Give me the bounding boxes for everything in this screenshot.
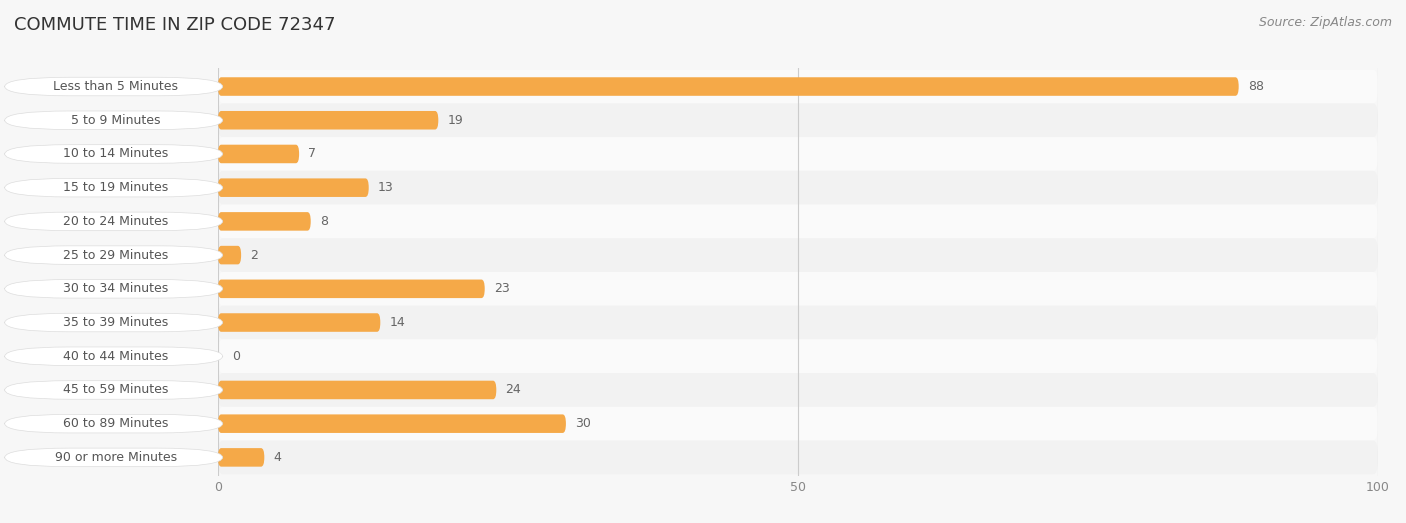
Text: 0: 0	[232, 350, 240, 363]
FancyBboxPatch shape	[218, 238, 1378, 272]
FancyBboxPatch shape	[218, 137, 1378, 171]
FancyBboxPatch shape	[4, 77, 222, 96]
FancyBboxPatch shape	[218, 305, 1378, 339]
Text: Source: ZipAtlas.com: Source: ZipAtlas.com	[1258, 16, 1392, 29]
Text: 15 to 19 Minutes: 15 to 19 Minutes	[63, 181, 169, 194]
FancyBboxPatch shape	[4, 111, 222, 130]
FancyBboxPatch shape	[4, 414, 222, 433]
FancyBboxPatch shape	[218, 104, 1378, 137]
Text: 10 to 14 Minutes: 10 to 14 Minutes	[63, 147, 169, 161]
FancyBboxPatch shape	[218, 313, 380, 332]
Text: 4: 4	[274, 451, 281, 464]
FancyBboxPatch shape	[218, 440, 1378, 474]
Text: 19: 19	[447, 113, 464, 127]
Text: 45 to 59 Minutes: 45 to 59 Minutes	[63, 383, 169, 396]
FancyBboxPatch shape	[218, 373, 1378, 407]
Text: 20 to 24 Minutes: 20 to 24 Minutes	[63, 215, 169, 228]
Text: 25 to 29 Minutes: 25 to 29 Minutes	[63, 248, 169, 262]
FancyBboxPatch shape	[218, 272, 1378, 305]
FancyBboxPatch shape	[4, 178, 222, 197]
Text: 40 to 44 Minutes: 40 to 44 Minutes	[63, 350, 169, 363]
FancyBboxPatch shape	[4, 246, 222, 264]
FancyBboxPatch shape	[218, 70, 1378, 104]
FancyBboxPatch shape	[218, 246, 242, 264]
FancyBboxPatch shape	[4, 347, 222, 366]
FancyBboxPatch shape	[4, 145, 222, 163]
Text: 30: 30	[575, 417, 591, 430]
FancyBboxPatch shape	[218, 178, 368, 197]
Text: 7: 7	[308, 147, 316, 161]
Text: 5 to 9 Minutes: 5 to 9 Minutes	[72, 113, 160, 127]
FancyBboxPatch shape	[218, 339, 1378, 373]
Text: 88: 88	[1249, 80, 1264, 93]
Text: 24: 24	[506, 383, 522, 396]
Text: 23: 23	[494, 282, 510, 295]
Text: 8: 8	[321, 215, 328, 228]
FancyBboxPatch shape	[218, 381, 496, 399]
Text: 2: 2	[250, 248, 259, 262]
FancyBboxPatch shape	[218, 448, 264, 467]
FancyBboxPatch shape	[218, 212, 311, 231]
Text: 30 to 34 Minutes: 30 to 34 Minutes	[63, 282, 169, 295]
FancyBboxPatch shape	[218, 407, 1378, 440]
Text: 13: 13	[378, 181, 394, 194]
FancyBboxPatch shape	[218, 111, 439, 130]
FancyBboxPatch shape	[218, 280, 485, 298]
Text: 14: 14	[389, 316, 405, 329]
FancyBboxPatch shape	[218, 77, 1239, 96]
FancyBboxPatch shape	[4, 381, 222, 399]
FancyBboxPatch shape	[218, 171, 1378, 204]
FancyBboxPatch shape	[4, 212, 222, 231]
Text: Less than 5 Minutes: Less than 5 Minutes	[53, 80, 179, 93]
Text: COMMUTE TIME IN ZIP CODE 72347: COMMUTE TIME IN ZIP CODE 72347	[14, 16, 336, 33]
FancyBboxPatch shape	[4, 313, 222, 332]
Text: 60 to 89 Minutes: 60 to 89 Minutes	[63, 417, 169, 430]
Text: 90 or more Minutes: 90 or more Minutes	[55, 451, 177, 464]
FancyBboxPatch shape	[218, 414, 565, 433]
FancyBboxPatch shape	[4, 280, 222, 298]
FancyBboxPatch shape	[218, 204, 1378, 238]
FancyBboxPatch shape	[218, 145, 299, 163]
Text: 35 to 39 Minutes: 35 to 39 Minutes	[63, 316, 169, 329]
FancyBboxPatch shape	[4, 448, 222, 467]
